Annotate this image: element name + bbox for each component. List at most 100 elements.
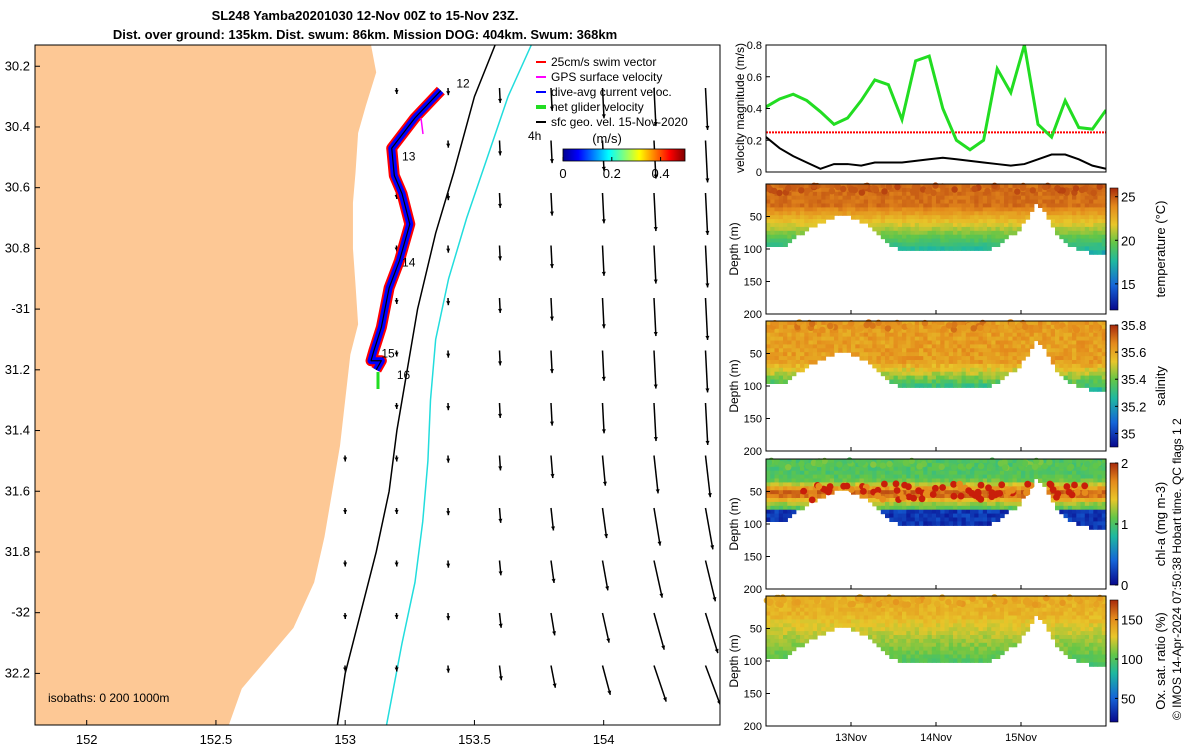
- section-cell: [766, 623, 771, 628]
- section-cell: [923, 646, 929, 652]
- section-dot: [1078, 186, 1086, 194]
- section-cell: [927, 478, 933, 483]
- section-cell: [812, 611, 818, 617]
- section-cell: [863, 611, 869, 617]
- section-cell: [923, 203, 929, 208]
- section-cell: [804, 607, 810, 613]
- section-cell: [1072, 466, 1077, 472]
- section-cell: [842, 336, 848, 342]
- section-cell: [902, 654, 907, 659]
- section-cell: [889, 599, 895, 605]
- geo-arrow: [498, 507, 503, 523]
- section-cell: [978, 211, 984, 216]
- section-cell: [893, 494, 899, 499]
- section-cell: [855, 203, 861, 208]
- section-cell: [931, 654, 937, 659]
- section-cell: [778, 379, 784, 384]
- map-ytick-label: -32: [11, 605, 30, 620]
- section-cell: [1084, 336, 1090, 342]
- section-cell: [778, 474, 784, 480]
- section-cell: [927, 367, 933, 373]
- section-cell: [834, 207, 839, 212]
- section-cell: [1050, 340, 1056, 345]
- section-cell: [987, 215, 992, 220]
- section-cell: [910, 242, 916, 247]
- section-cell: [1016, 478, 1022, 483]
- section-data-cells: [766, 321, 1107, 392]
- section-cell: [1021, 219, 1026, 224]
- section-cell: [1076, 462, 1082, 468]
- section-cell: [1050, 615, 1056, 620]
- section-cell: [1042, 599, 1048, 605]
- section-cell: [1080, 215, 1086, 220]
- section-cell: [982, 352, 988, 357]
- section-cell: [817, 328, 822, 334]
- section-cell: [1101, 199, 1107, 205]
- section-cell: [936, 215, 941, 220]
- section-cell: [787, 223, 793, 228]
- section-cell: [940, 474, 946, 480]
- section-cell: [995, 363, 1001, 369]
- section-cell: [876, 611, 882, 617]
- section-cell: [1072, 505, 1077, 511]
- section-cell: [825, 466, 831, 472]
- section-cell: [970, 658, 975, 663]
- section-cell: [893, 352, 899, 357]
- section-cell: [936, 324, 941, 330]
- section-cell: [855, 627, 861, 632]
- section-cell: [783, 498, 788, 503]
- section-cell: [1080, 328, 1086, 334]
- section-cell: [1101, 356, 1107, 361]
- section-cell: [885, 223, 890, 228]
- section-cell: [868, 356, 873, 361]
- section-dot: [843, 464, 850, 471]
- section-cell: [1097, 215, 1103, 220]
- section-cell: [910, 607, 916, 613]
- section-cell: [1084, 242, 1090, 247]
- section-cell: [880, 215, 886, 220]
- section-cell: [978, 623, 984, 628]
- section-cell: [906, 367, 912, 373]
- section-cell: [919, 521, 924, 526]
- section-cell: [846, 348, 852, 353]
- section-cell: [957, 324, 963, 330]
- section-cell: [817, 619, 822, 624]
- section-cell: [846, 474, 852, 480]
- section-cell: [991, 211, 997, 216]
- section-cell: [927, 344, 933, 349]
- section-cell: [787, 219, 793, 224]
- section-cell: [970, 509, 975, 515]
- section-cell: [1008, 348, 1014, 353]
- section-cell: [825, 184, 831, 189]
- map-ytick-label: 31.4: [5, 423, 30, 438]
- section-cell: [978, 603, 984, 609]
- section-cell: [889, 513, 895, 519]
- section-cell: [1004, 367, 1009, 373]
- section-cell: [1076, 199, 1082, 205]
- map-xtick-label: 153: [334, 732, 356, 747]
- section-cell: [906, 219, 912, 224]
- section-cell: [1093, 332, 1099, 338]
- section-cell: [957, 627, 963, 632]
- section-cell: [893, 603, 899, 609]
- section-cell: [872, 635, 878, 640]
- section-cell: [838, 348, 844, 353]
- section-cell: [978, 363, 984, 369]
- section-cell: [774, 199, 780, 205]
- section-cell: [923, 607, 929, 613]
- section-cell: [970, 184, 975, 189]
- section-dot: [902, 459, 909, 466]
- section-cell: [1008, 203, 1014, 208]
- section-cell: [812, 219, 818, 224]
- section-cell: [936, 226, 941, 232]
- section-cell: [936, 348, 941, 353]
- section-cell: [1101, 219, 1107, 224]
- section-cell: [987, 521, 992, 526]
- section-cell: [974, 348, 980, 353]
- section-cell: [1089, 521, 1094, 526]
- section-cell: [1004, 226, 1009, 232]
- section-cell: [906, 234, 912, 240]
- section-cell: [770, 340, 776, 345]
- section-cell: [965, 199, 971, 205]
- section-cell: [974, 383, 980, 388]
